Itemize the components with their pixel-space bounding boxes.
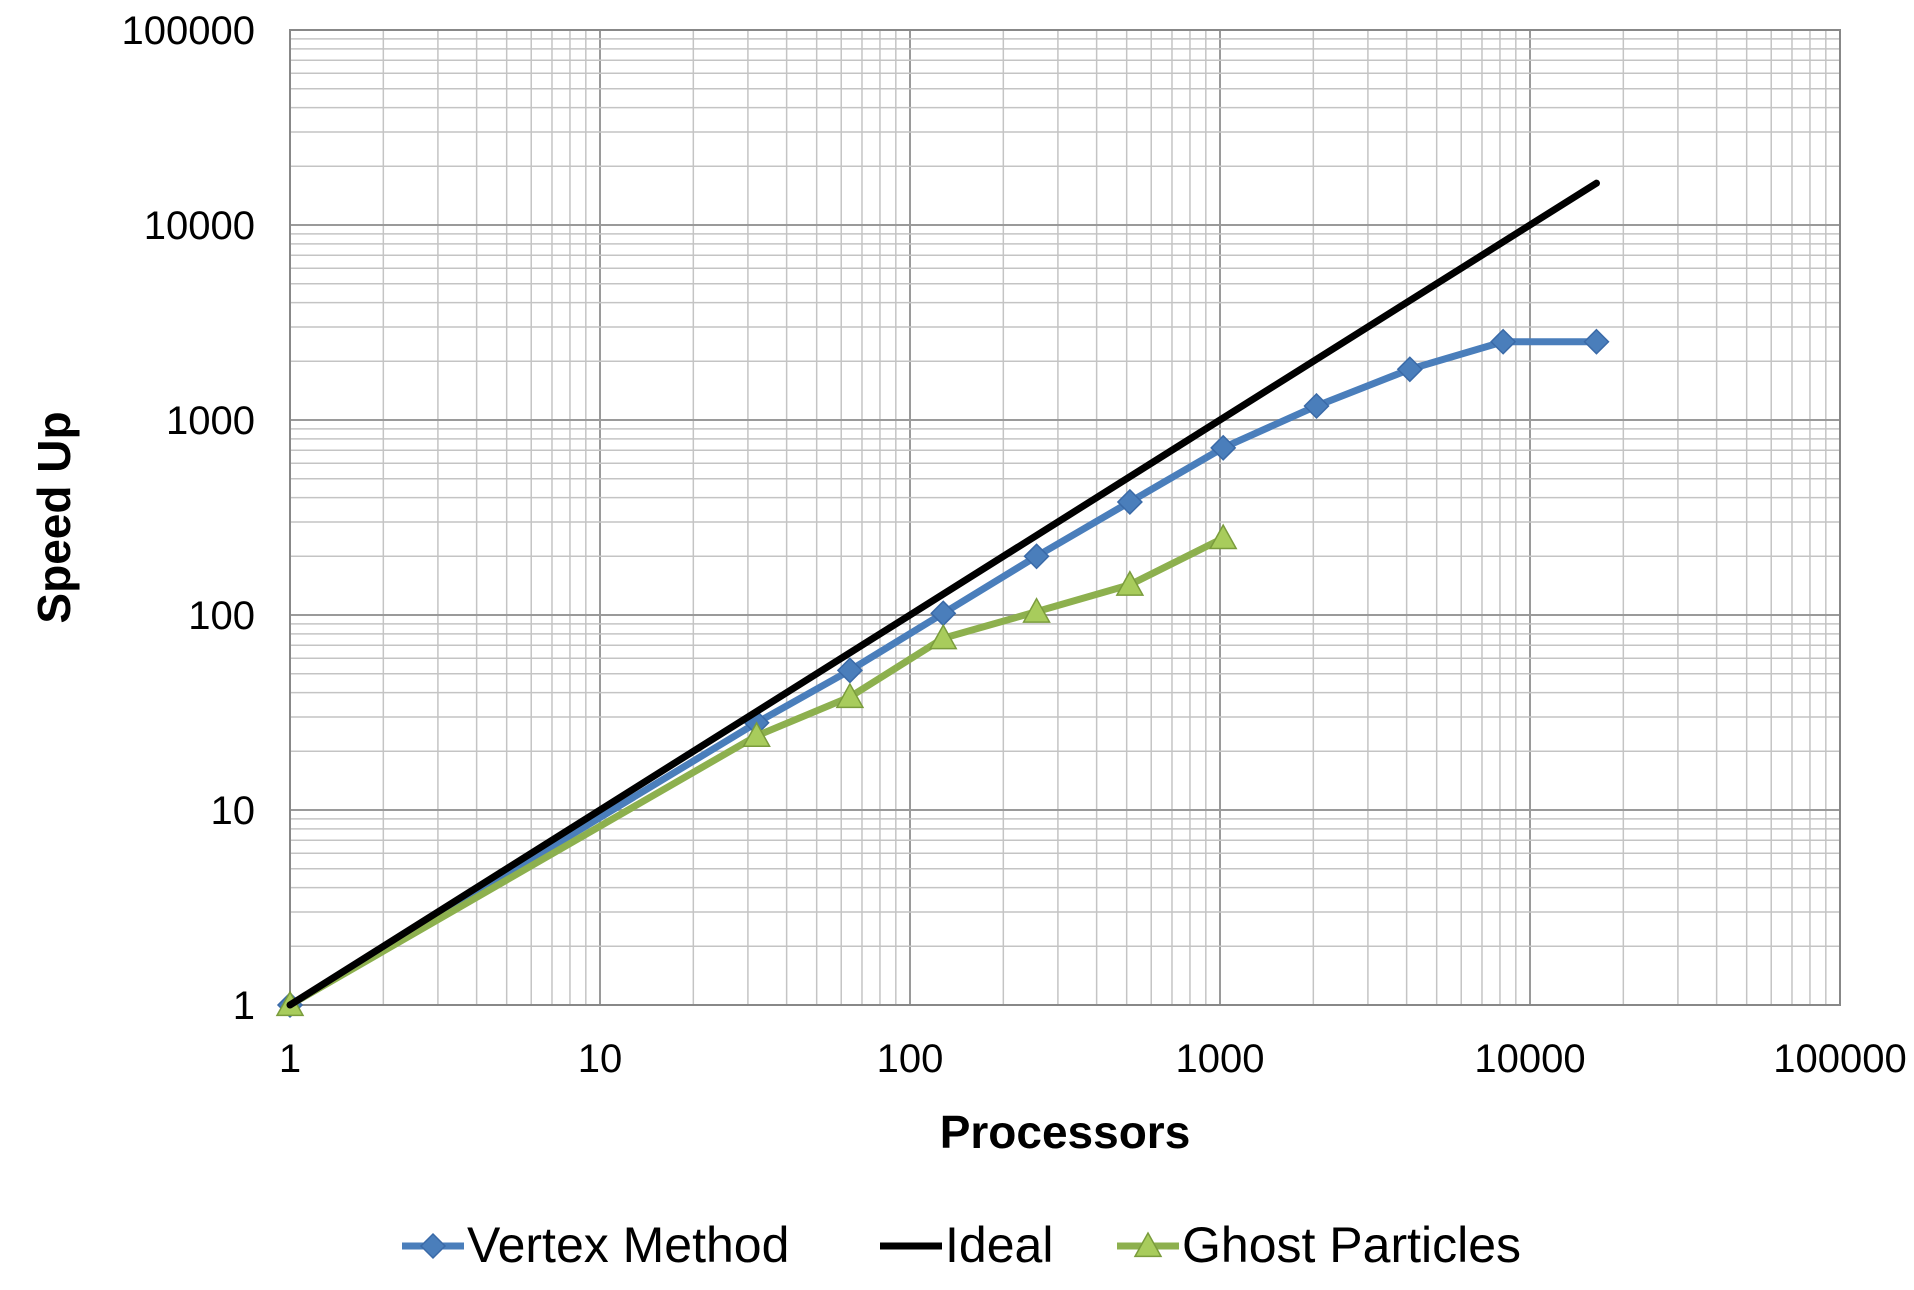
series-line — [286, 179, 1600, 1009]
legend-marker — [419, 1232, 447, 1260]
x-tick-label: 10000 — [1474, 1037, 1585, 1081]
y-tick-label: 10 — [211, 789, 256, 833]
y-tick-label: 100000 — [122, 9, 255, 53]
data-point — [1116, 488, 1143, 516]
series — [275, 179, 1610, 1019]
x-tick-label: 100 — [877, 1037, 944, 1081]
data-point — [1303, 392, 1330, 420]
x-tick-label: 1 — [279, 1037, 301, 1081]
legend-marker — [1133, 1231, 1163, 1258]
data-point — [1583, 328, 1610, 355]
data-point — [1490, 328, 1517, 355]
legend-item: Ideal — [880, 1217, 1053, 1273]
plot-frame — [289, 29, 1841, 1006]
y-axis-title: Speed Up — [28, 411, 80, 623]
data-point — [1115, 570, 1145, 596]
grid — [289, 30, 1840, 1006]
y-tick-label: 1000 — [166, 399, 255, 443]
data-point — [835, 682, 865, 709]
data-point — [1208, 523, 1238, 550]
data-point — [1396, 356, 1423, 383]
series-ghost-particles — [275, 523, 1238, 1017]
series-vertex-method — [276, 328, 1610, 1019]
data-point — [836, 657, 863, 684]
y-tick-label: 1 — [233, 984, 255, 1028]
legend: Vertex Method Ideal Ghost Particles — [402, 1217, 1521, 1273]
legend-label: Ideal — [945, 1217, 1053, 1273]
legend-item: Ghost Particles — [1117, 1217, 1521, 1273]
series-line — [286, 534, 1227, 1009]
data-point — [1210, 434, 1237, 461]
data-point — [1022, 597, 1051, 623]
legend-label: Vertex Method — [467, 1217, 789, 1273]
x-tick-label: 100000 — [1773, 1037, 1906, 1081]
data-point — [742, 721, 771, 748]
legend-item: Vertex Method — [402, 1217, 789, 1273]
legend-label: Ghost Particles — [1182, 1217, 1521, 1273]
data-point — [1023, 543, 1050, 570]
y-tick-label: 10000 — [144, 204, 255, 248]
x-axis-title: Processors — [940, 1106, 1191, 1158]
y-tick-label: 100 — [188, 594, 255, 638]
x-tick-label: 10 — [578, 1037, 623, 1081]
data-point — [928, 623, 958, 650]
series-ideal — [286, 179, 1600, 1009]
x-tick-label: 1000 — [1176, 1037, 1265, 1081]
tick-labels: 1 10 100 1000 10000 100000 1 10 100 1000 10000 1000… — [122, 9, 1907, 1081]
